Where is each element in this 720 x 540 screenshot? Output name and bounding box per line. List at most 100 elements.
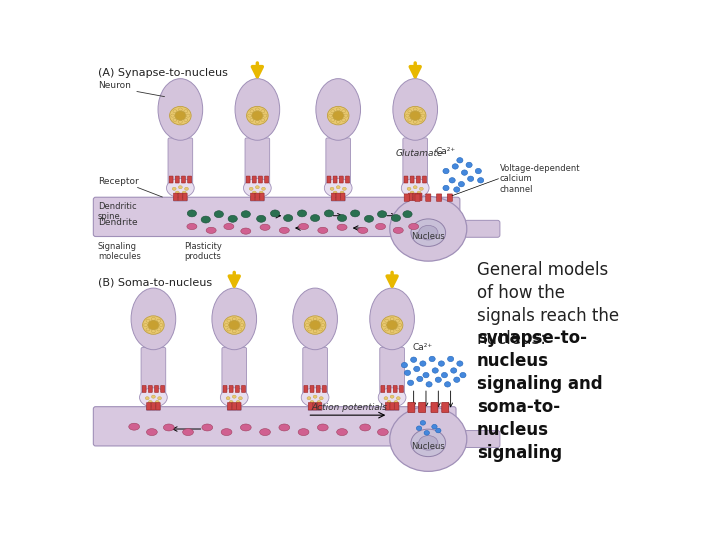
Ellipse shape xyxy=(401,178,429,198)
FancyBboxPatch shape xyxy=(313,403,318,410)
FancyBboxPatch shape xyxy=(155,386,158,393)
Ellipse shape xyxy=(297,210,307,217)
FancyBboxPatch shape xyxy=(393,386,397,393)
Ellipse shape xyxy=(435,377,441,382)
Ellipse shape xyxy=(233,404,236,408)
Ellipse shape xyxy=(398,323,402,327)
FancyBboxPatch shape xyxy=(308,395,322,410)
Ellipse shape xyxy=(462,170,467,176)
Ellipse shape xyxy=(330,110,335,113)
Ellipse shape xyxy=(405,114,410,117)
Ellipse shape xyxy=(421,114,425,117)
Ellipse shape xyxy=(170,106,191,125)
Ellipse shape xyxy=(333,191,337,194)
Ellipse shape xyxy=(408,110,412,113)
FancyBboxPatch shape xyxy=(232,403,236,410)
FancyBboxPatch shape xyxy=(390,403,395,410)
FancyBboxPatch shape xyxy=(431,402,438,413)
Ellipse shape xyxy=(420,421,426,425)
Ellipse shape xyxy=(225,323,228,327)
Ellipse shape xyxy=(243,178,271,198)
Ellipse shape xyxy=(344,114,348,117)
Text: Dendritic
spine: Dendritic spine xyxy=(98,202,137,221)
FancyBboxPatch shape xyxy=(333,176,337,183)
Ellipse shape xyxy=(151,404,156,408)
Ellipse shape xyxy=(176,191,179,194)
Ellipse shape xyxy=(240,228,251,234)
Ellipse shape xyxy=(401,362,408,368)
Ellipse shape xyxy=(418,436,438,450)
Ellipse shape xyxy=(343,187,346,190)
FancyBboxPatch shape xyxy=(178,193,182,200)
Text: (B) Soma-to-nucleus: (B) Soma-to-nucleus xyxy=(98,277,212,287)
Ellipse shape xyxy=(420,361,426,366)
Ellipse shape xyxy=(336,195,340,198)
Ellipse shape xyxy=(179,120,182,123)
Ellipse shape xyxy=(413,186,417,189)
Ellipse shape xyxy=(179,186,182,189)
Ellipse shape xyxy=(429,356,435,362)
Ellipse shape xyxy=(337,429,348,436)
FancyBboxPatch shape xyxy=(404,176,408,183)
Ellipse shape xyxy=(313,318,317,320)
Ellipse shape xyxy=(201,216,210,223)
Ellipse shape xyxy=(206,227,216,233)
Ellipse shape xyxy=(224,224,234,230)
Ellipse shape xyxy=(248,114,251,117)
Ellipse shape xyxy=(233,395,236,398)
FancyBboxPatch shape xyxy=(183,193,187,200)
Ellipse shape xyxy=(443,168,449,174)
Text: Voltage-dependent
calcium
channel: Voltage-dependent calcium channel xyxy=(500,164,580,194)
FancyBboxPatch shape xyxy=(426,194,431,201)
FancyBboxPatch shape xyxy=(395,403,399,410)
Ellipse shape xyxy=(324,178,352,198)
Ellipse shape xyxy=(416,426,422,430)
FancyBboxPatch shape xyxy=(403,138,428,192)
FancyBboxPatch shape xyxy=(400,386,403,393)
Ellipse shape xyxy=(157,319,161,322)
Ellipse shape xyxy=(410,111,420,120)
FancyBboxPatch shape xyxy=(146,395,161,410)
Ellipse shape xyxy=(396,397,400,400)
Ellipse shape xyxy=(227,319,230,322)
FancyBboxPatch shape xyxy=(222,347,246,401)
Ellipse shape xyxy=(229,320,240,330)
Ellipse shape xyxy=(459,181,464,187)
Ellipse shape xyxy=(390,318,394,320)
Ellipse shape xyxy=(387,401,391,403)
Text: Action potentials: Action potentials xyxy=(311,403,387,412)
Ellipse shape xyxy=(407,187,411,190)
Ellipse shape xyxy=(318,424,328,431)
Ellipse shape xyxy=(183,429,194,436)
Ellipse shape xyxy=(342,110,346,113)
FancyBboxPatch shape xyxy=(447,194,452,201)
Ellipse shape xyxy=(220,388,248,407)
FancyBboxPatch shape xyxy=(168,138,193,192)
Ellipse shape xyxy=(140,388,167,407)
FancyBboxPatch shape xyxy=(151,403,156,410)
Text: Glutamate: Glutamate xyxy=(396,148,444,158)
Ellipse shape xyxy=(370,288,415,350)
Ellipse shape xyxy=(179,108,182,111)
Ellipse shape xyxy=(394,401,398,403)
FancyBboxPatch shape xyxy=(385,403,390,410)
FancyBboxPatch shape xyxy=(331,193,336,200)
Ellipse shape xyxy=(336,108,340,111)
Ellipse shape xyxy=(310,401,314,403)
Text: Neuron: Neuron xyxy=(98,81,131,90)
FancyBboxPatch shape xyxy=(418,193,422,200)
Ellipse shape xyxy=(390,407,467,471)
Ellipse shape xyxy=(226,397,230,400)
Ellipse shape xyxy=(157,328,161,331)
Ellipse shape xyxy=(390,395,394,398)
Ellipse shape xyxy=(467,176,474,181)
Ellipse shape xyxy=(424,430,429,435)
Ellipse shape xyxy=(376,224,385,230)
Ellipse shape xyxy=(409,224,418,230)
Ellipse shape xyxy=(413,108,417,111)
Ellipse shape xyxy=(240,323,244,327)
FancyBboxPatch shape xyxy=(408,402,415,413)
Ellipse shape xyxy=(377,429,388,436)
Ellipse shape xyxy=(307,397,311,400)
Ellipse shape xyxy=(305,316,326,334)
